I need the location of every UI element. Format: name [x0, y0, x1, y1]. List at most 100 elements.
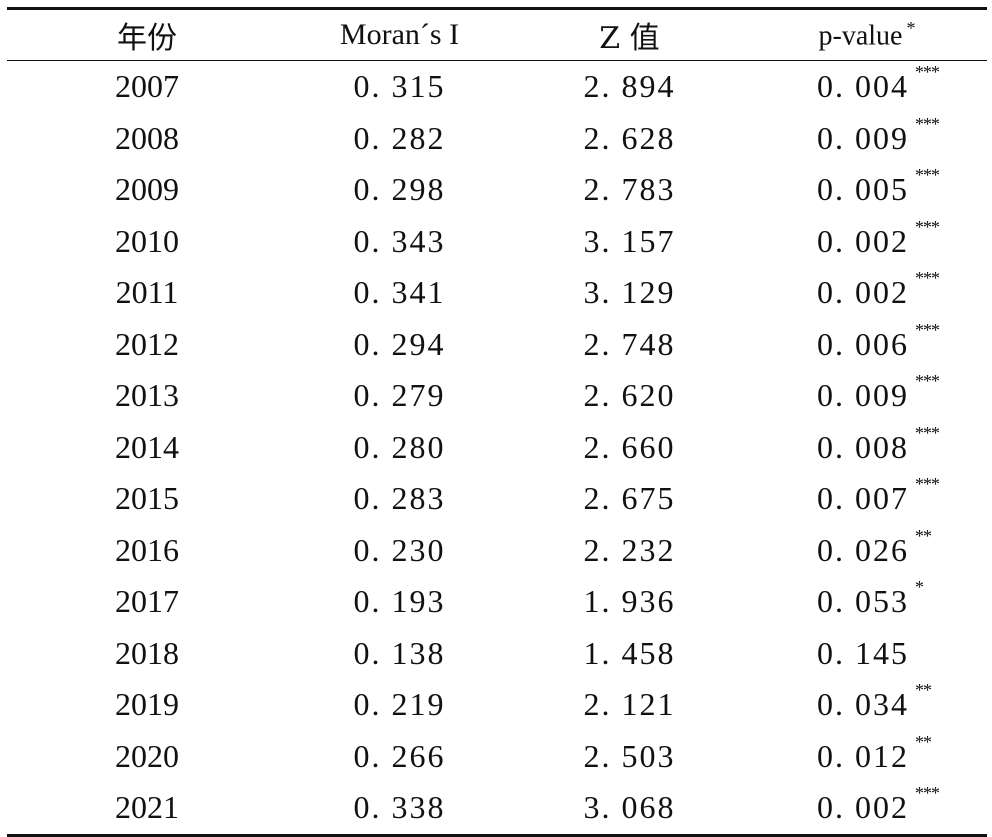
p-value-number: 0. 002 [817, 222, 909, 259]
cell-year: 2009 [115, 171, 179, 208]
cell-p-value: 0. 004 *** [747, 61, 987, 113]
cell-p-value: 0. 026 ** [747, 525, 987, 577]
p-value-number: 0. 002 [817, 789, 909, 826]
p-value-wrap: 0. 145 [817, 635, 909, 672]
cell-z-value: 2. 232 [583, 531, 676, 568]
cell-p-value: 0. 002 *** [747, 782, 987, 835]
p-value-number: 0. 009 [817, 377, 909, 414]
cell-z-value: 2. 503 [583, 737, 676, 774]
cell-z-value: 1. 458 [583, 634, 676, 671]
cell-z-value: 2. 675 [583, 480, 676, 517]
cell-moran-i: 0. 341 [353, 274, 446, 311]
table-row: 2021 0. 338 3. 068 0. 002 *** [7, 782, 987, 835]
moran-i-table: 年份 Moran´s I Z 值 p-value * 2007 0. 315 2. 8… [7, 7, 987, 837]
table-row: 2018 0. 138 1. 458 0. 145 [7, 628, 987, 680]
significance-stars: ** [915, 525, 932, 546]
cell-moran-i: 0. 298 [353, 171, 446, 208]
table-row: 2010 0. 343 3. 157 0. 002 *** [7, 216, 987, 268]
cell-year: 2007 [115, 68, 179, 105]
cell-year: 2011 [115, 274, 179, 311]
significance-stars: ** [915, 680, 932, 701]
cell-moran-i: 0. 266 [353, 737, 446, 774]
significance-stars: *** [915, 474, 940, 495]
p-value-wrap: 0. 002 *** [817, 217, 940, 260]
p-value-wrap: 0. 034 ** [817, 680, 932, 723]
table-body: 2007 0. 315 2. 894 0. 004 *** 2008 0. 282 2. 62… [7, 61, 987, 835]
cell-moran-i: 0. 283 [353, 480, 446, 517]
p-value-number: 0. 007 [817, 480, 909, 517]
cell-year: 2019 [115, 686, 179, 723]
cell-moran-i: 0. 279 [353, 377, 446, 414]
cell-p-value: 0. 008 *** [747, 422, 987, 474]
cell-year: 2016 [115, 531, 179, 568]
p-value-number: 0. 009 [817, 119, 909, 156]
p-value-wrap: 0. 009 *** [817, 371, 940, 414]
p-value-wrap: 0. 009 *** [817, 114, 940, 157]
cell-z-value: 2. 783 [583, 171, 676, 208]
cell-moran-i: 0. 282 [353, 119, 446, 156]
header-p-label: p-value [818, 20, 903, 52]
cell-p-value: 0. 007 *** [747, 473, 987, 525]
table-row: 2019 0. 219 2. 121 0. 034 ** [7, 679, 987, 731]
cell-moran-i: 0. 230 [353, 531, 446, 568]
cell-year: 2014 [115, 428, 179, 465]
table-row: 2013 0. 279 2. 620 0. 009 *** [7, 370, 987, 422]
table-row: 2012 0. 294 2. 748 0. 006 *** [7, 319, 987, 371]
p-value-wrap: 0. 008 *** [817, 423, 940, 466]
p-value-number: 0. 006 [817, 325, 909, 362]
p-value-number: 0. 002 [817, 274, 909, 311]
cell-moran-i: 0. 315 [353, 68, 446, 105]
header-year: 年份 [117, 21, 177, 56]
cell-z-value: 2. 748 [583, 325, 676, 362]
cell-z-value: 2. 628 [583, 119, 676, 156]
cell-moran-i: 0. 338 [353, 789, 446, 826]
moran-table-container: 年份 Moran´s I Z 值 p-value * 2007 0. 315 2. 8… [7, 7, 987, 837]
cell-z-value: 2. 620 [583, 377, 676, 414]
table-row: 2007 0. 315 2. 894 0. 004 *** [7, 61, 987, 113]
p-value-wrap: 0. 006 *** [817, 320, 940, 363]
p-value-wrap: 0. 002 *** [817, 268, 940, 311]
header-moran-i: Moran´s I [339, 18, 460, 51]
cell-p-value: 0. 053 * [747, 576, 987, 628]
significance-stars: *** [915, 371, 940, 392]
cell-p-value: 0. 009 *** [747, 370, 987, 422]
cell-p-value: 0. 005 *** [747, 164, 987, 216]
p-value-wrap: 0. 012 ** [817, 732, 932, 775]
cell-z-value: 3. 068 [583, 789, 676, 826]
cell-moran-i: 0. 294 [353, 325, 446, 362]
significance-stars: *** [915, 113, 940, 134]
cell-year: 2013 [115, 377, 179, 414]
p-value-number: 0. 053 [817, 583, 909, 620]
cell-z-value: 1. 936 [583, 583, 676, 620]
cell-moran-i: 0. 138 [353, 634, 446, 671]
cell-moran-i: 0. 343 [353, 222, 446, 259]
table-row: 2015 0. 283 2. 675 0. 007 *** [7, 473, 987, 525]
significance-stars: ** [915, 731, 932, 752]
table-row: 2011 0. 341 3. 129 0. 002 *** [7, 267, 987, 319]
cell-year: 2008 [115, 119, 179, 156]
cell-z-value: 2. 121 [583, 686, 676, 723]
p-value-wrap: 0. 004 *** [817, 62, 940, 105]
table-row: 2020 0. 266 2. 503 0. 012 ** [7, 731, 987, 783]
table-row: 2008 0. 282 2. 628 0. 009 *** [7, 113, 987, 165]
p-value-number: 0. 145 [817, 634, 909, 671]
significance-stars: *** [915, 319, 940, 340]
p-value-number: 0. 034 [817, 686, 909, 723]
header-p-star: * [906, 17, 916, 38]
cell-moran-i: 0. 193 [353, 583, 446, 620]
p-value-number: 0. 012 [817, 737, 909, 774]
cell-z-value: 3. 129 [583, 274, 676, 311]
header-p-value: p-value * [747, 9, 987, 61]
cell-year: 2015 [115, 480, 179, 517]
cell-p-value: 0. 002 *** [747, 216, 987, 268]
cell-p-value: 0. 012 ** [747, 731, 987, 783]
cell-p-value: 0. 006 *** [747, 319, 987, 371]
cell-p-value: 0. 002 *** [747, 267, 987, 319]
table-row: 2017 0. 193 1. 936 0. 053 * [7, 576, 987, 628]
header-row: 年份 Moran´s I Z 值 p-value * [7, 8, 987, 61]
p-value-wrap: 0. 002 *** [817, 783, 940, 826]
p-value-wrap: 0. 005 *** [817, 165, 940, 208]
cell-year: 2012 [115, 325, 179, 362]
significance-stars: * [915, 577, 924, 598]
p-value-wrap: 0. 053 * [817, 577, 924, 620]
